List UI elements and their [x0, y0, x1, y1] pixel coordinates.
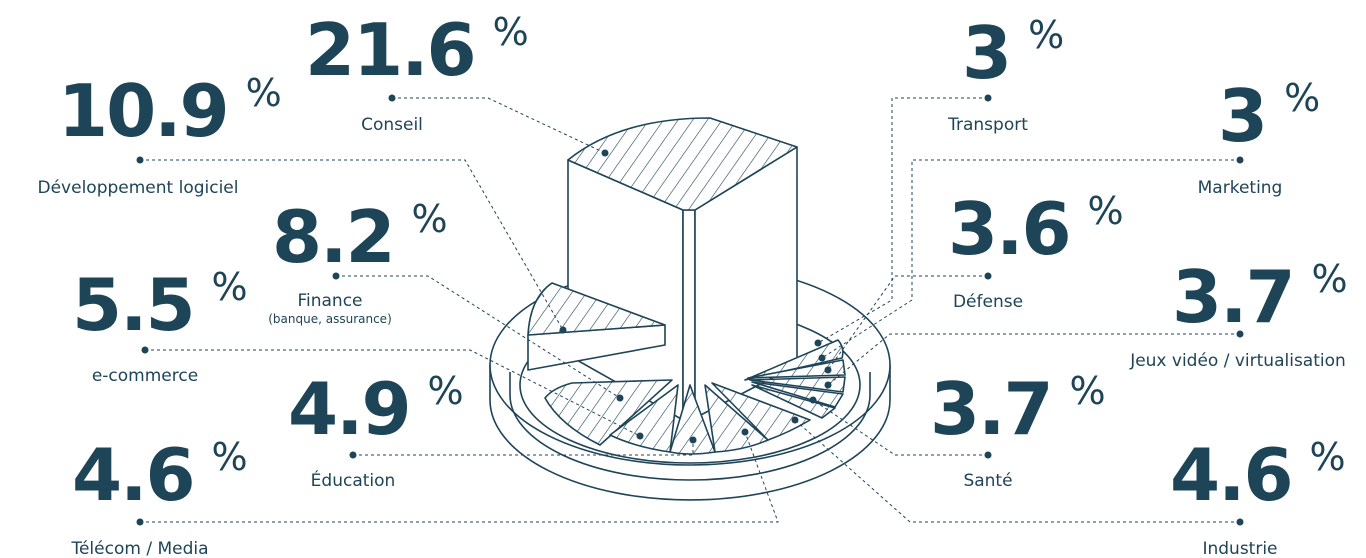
slice-dot-education — [689, 436, 697, 444]
value-industrie: 4.6 — [1170, 433, 1292, 517]
pct-transport: % — [1028, 13, 1064, 57]
sublabel-finance: (banque, assurance) — [268, 312, 392, 326]
label-education: Éducation — [311, 469, 396, 491]
label-ecommerce: e-commerce — [92, 366, 198, 386]
pct-ecommerce: % — [212, 265, 248, 309]
label-dot-marketing — [1236, 156, 1244, 164]
label-dot-dev — [136, 156, 144, 164]
slice-dev — [527, 282, 666, 371]
leader-line-transport — [817, 97, 988, 344]
slice-dot-sante — [809, 396, 817, 404]
leader-line-sante — [812, 399, 988, 456]
label-dot-industrie — [1236, 518, 1244, 526]
label-industrie: Industrie — [1202, 539, 1277, 558]
value-transport: 3 — [962, 11, 1010, 95]
slice-dot-conseil — [601, 149, 609, 157]
category-labels: 21.6 % Conseil 10.9 % Développement logiciel 8… — [38, 8, 1348, 558]
pct-conseil: % — [493, 10, 529, 54]
label-dot-telecom — [136, 518, 144, 526]
label-dot-education — [349, 451, 357, 459]
value-finance: 8.2 — [272, 195, 394, 279]
value-telecom: 4.6 — [72, 433, 194, 517]
label-defense: Défense — [953, 292, 1023, 312]
label-dot-jeux — [1236, 330, 1244, 338]
leader-line-jeux — [827, 333, 1240, 386]
slice-dot-finance — [616, 394, 624, 402]
label-dot-ecommerce — [141, 346, 149, 354]
slice-lower-left — [544, 379, 811, 455]
label-dot-sante — [984, 451, 992, 459]
slice-lower-right — [744, 339, 846, 419]
label-dev: Développement logiciel — [38, 178, 239, 198]
leader-line-finance — [336, 275, 621, 399]
label-dot-finance — [332, 272, 340, 280]
label-sante: Santé — [963, 471, 1012, 491]
slice-dot-industrie — [791, 416, 799, 424]
slice-dot-marketing — [818, 354, 826, 362]
pct-telecom: % — [212, 435, 248, 479]
leader-line-industrie — [794, 419, 1240, 523]
label-telecom: Télécom / Media — [70, 539, 208, 558]
pct-education: % — [428, 369, 464, 413]
leader-line-dev — [140, 159, 564, 331]
leader-line-education — [353, 440, 694, 456]
slice-dot-dev — [559, 326, 567, 334]
leader-line-conseil — [392, 97, 606, 154]
label-dot-conseil — [388, 94, 396, 102]
leader-line-defense — [827, 275, 988, 371]
slice-conseil-prism — [567, 117, 798, 421]
slice-dot-jeux — [824, 381, 832, 389]
value-conseil: 21.6 — [305, 8, 475, 92]
value-defense: 3.6 — [948, 187, 1070, 271]
pct-marketing: % — [1284, 76, 1320, 120]
pct-jeux: % — [1312, 257, 1348, 301]
pct-defense: % — [1088, 189, 1124, 233]
label-conseil: Conseil — [361, 115, 423, 135]
slice-dot-defense — [824, 366, 832, 374]
label-jeux: Jeux vidéo / virtualisation — [1129, 351, 1346, 371]
leader-line-telecom — [140, 431, 779, 523]
pct-sante: % — [1070, 369, 1106, 413]
leader-line-ecommerce — [145, 349, 641, 437]
pct-dev: % — [246, 71, 282, 115]
slice-dot-ecommerce — [636, 432, 644, 440]
label-dot-defense — [984, 272, 992, 280]
slice-dot-transport — [814, 339, 822, 347]
value-education: 4.9 — [288, 367, 410, 451]
label-marketing: Marketing — [1198, 178, 1283, 198]
label-transport: Transport — [947, 115, 1028, 135]
pct-finance: % — [412, 197, 448, 241]
value-dev: 10.9 — [58, 69, 228, 153]
leader-lines — [136, 94, 1244, 526]
value-sante: 3.7 — [930, 367, 1052, 451]
pct-industrie: % — [1310, 435, 1346, 479]
value-marketing: 3 — [1218, 74, 1266, 158]
leader-line-marketing — [821, 159, 1240, 359]
slice-dot-telecom — [741, 428, 749, 436]
value-ecommerce: 5.5 — [72, 263, 194, 347]
label-finance: Finance — [297, 291, 362, 311]
label-dot-transport — [984, 94, 992, 102]
value-jeux: 3.7 — [1172, 255, 1294, 339]
